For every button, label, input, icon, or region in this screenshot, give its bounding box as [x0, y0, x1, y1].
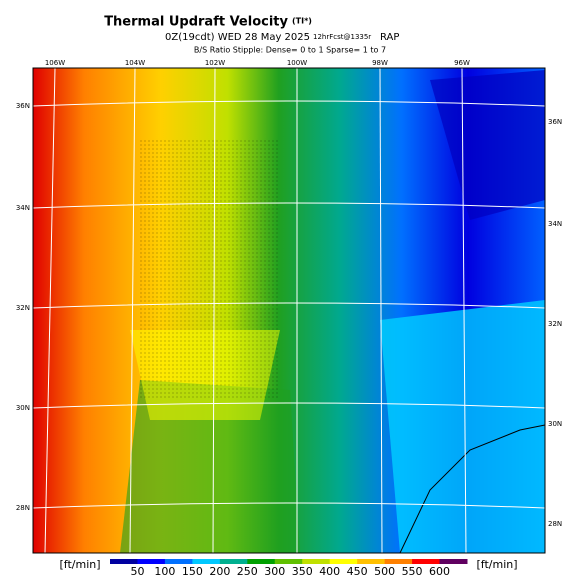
colorbar-segment — [164, 559, 193, 564]
map-field — [33, 68, 546, 554]
lat-label: 30N — [548, 420, 562, 428]
colorbar-segment — [274, 559, 303, 564]
colorbar-segment — [219, 559, 248, 564]
colorbar-tick-label: 250 — [237, 565, 258, 578]
lat-label: 36N — [548, 118, 562, 126]
lat-label: 32N — [548, 320, 562, 328]
lon-label: 96W — [454, 59, 470, 67]
colorbar-segment — [412, 559, 441, 564]
lat-label: 34N — [548, 220, 562, 228]
lat-label: 36N — [16, 102, 30, 110]
colorbar-segment — [329, 559, 358, 564]
forecast: 12hrFcst@1335r — [313, 33, 371, 41]
lon-label: 106W — [45, 59, 65, 67]
colorbar-tick-label: 100 — [154, 565, 175, 578]
colorbar-tick-label: 50 — [130, 565, 144, 578]
colorbar-tick-label: 600 — [429, 565, 450, 578]
lon-label: 100W — [287, 59, 307, 67]
lat-label: 28N — [548, 520, 562, 528]
stipple-note: B/S Ratio Stipple: Dense= 0 to 1 Sparse=… — [194, 46, 386, 55]
colorbar-segment — [439, 559, 468, 564]
model: RAP — [380, 32, 399, 43]
lon-label: 102W — [205, 59, 225, 67]
lat-label: 34N — [16, 204, 30, 212]
colorbar-tick-label: 450 — [347, 565, 368, 578]
colorbar-segment — [384, 559, 413, 564]
colorbar-segment — [192, 559, 221, 564]
graticule — [32, 67, 546, 554]
colorbar-segment — [110, 559, 138, 564]
unit-right: [ft/min] — [476, 558, 517, 571]
lon-label: 104W — [125, 59, 145, 67]
colorbar-tick-label: 150 — [182, 565, 203, 578]
colorbar-tick-label: 350 — [292, 565, 313, 578]
colorbar-tick-label: 500 — [374, 565, 395, 578]
colorbar-tick-label: 400 — [319, 565, 340, 578]
lat-label: 30N — [16, 404, 30, 412]
colorbar-tick-label: 300 — [264, 565, 285, 578]
title: Thermal Updraft Velocity — [104, 15, 288, 30]
map-frame — [32, 67, 546, 554]
lat-label: 32N — [16, 304, 30, 312]
colorbar-segment — [137, 559, 166, 564]
colorbar-tick-label: 200 — [209, 565, 230, 578]
title-unit: (TI*) — [292, 17, 312, 26]
colorbar-tick-label: 550 — [402, 565, 423, 578]
run-time: 0Z(19cdt) WED 28 May 2025 — [165, 32, 310, 43]
unit-left: [ft/min] — [59, 558, 100, 571]
lat-label: 28N — [16, 504, 30, 512]
colorbar-segment — [302, 559, 331, 564]
colorbar-segment — [357, 559, 386, 564]
lon-label: 98W — [372, 59, 388, 67]
colorbar-segment — [247, 559, 276, 564]
